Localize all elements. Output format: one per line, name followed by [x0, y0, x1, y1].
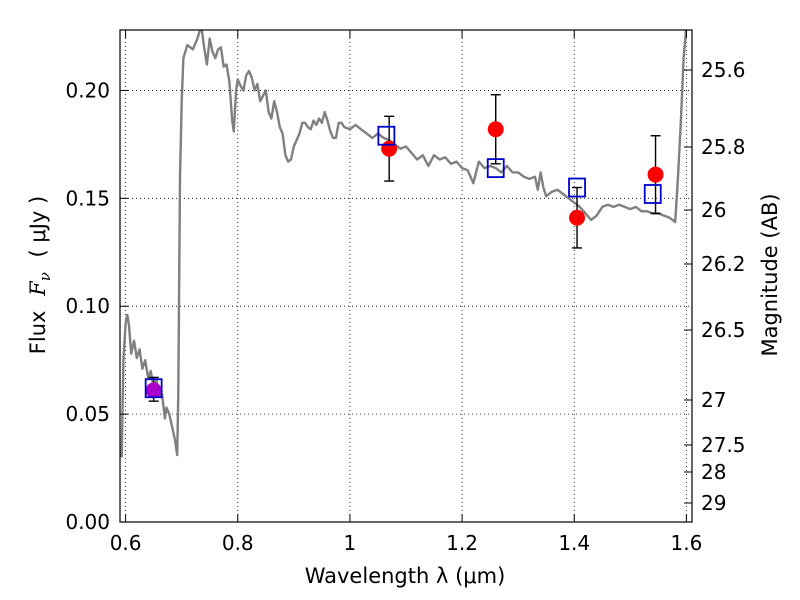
y2-tick-label: 28 [701, 460, 726, 484]
y2-axis-label: Magnitude (AB) [758, 193, 782, 356]
y2-tick-label: 25.6 [701, 58, 746, 82]
y2-tick-label: 29 [701, 491, 726, 515]
y2-tick-label: 26 [701, 198, 726, 222]
y2-tick-label: 26.5 [701, 318, 746, 342]
y2-tick-label: 27 [701, 388, 726, 412]
x-tick-label: 0.8 [222, 531, 254, 555]
error-bars [148, 94, 661, 402]
y-axis-label-prefix: Flux [26, 311, 50, 355]
x-tick-label: 1 [344, 531, 357, 555]
x-tick-label: 1.6 [670, 531, 702, 555]
data-point-circle [487, 121, 504, 138]
y-tick-label: 0.00 [65, 510, 110, 534]
data-markers [144, 121, 664, 399]
x-axis-ticks: 0.6 0.8 1 1.2 1.4 1.6 [110, 30, 702, 555]
data-point-circle [569, 209, 586, 226]
data-point-square [144, 378, 163, 399]
data-point-square [377, 125, 396, 146]
y-axis-ticks: 0.00 0.05 0.10 0.15 0.20 [65, 78, 128, 534]
x-tick-label: 1.2 [446, 531, 478, 555]
model-spectrum-line [120, 30, 688, 458]
data-point-square [643, 184, 662, 204]
y-axis-label-subscript: ν [36, 272, 54, 281]
x-tick-label: 0.6 [110, 531, 142, 555]
grid [120, 30, 692, 522]
y-tick-label: 0.20 [65, 78, 110, 102]
y-axis-label-symbol: F [26, 280, 50, 297]
y2-tick-label: 25.8 [701, 135, 746, 159]
data-point-square [568, 177, 586, 198]
y-axis-label-unit: ( μJy ) [26, 196, 50, 258]
data-point-square [486, 158, 505, 179]
y-tick-label: 0.10 [65, 294, 110, 318]
y-axis-label: Flux Fν ( μJy ) [26, 196, 55, 354]
x-tick-label: 1.4 [558, 531, 590, 555]
plot-frame [119, 29, 693, 523]
data-point-circle [647, 166, 664, 183]
x-axis-label: Wavelength λ (μm) [305, 564, 506, 588]
y2-tick-label: 27.5 [701, 433, 746, 457]
data-point-circle [145, 382, 162, 399]
y-tick-label: 0.15 [65, 186, 110, 210]
model-spectrum [120, 30, 688, 458]
y2-axis-ticks: 25.6 25.8 26 26.2 26.5 27 27.5 28 29 [684, 58, 746, 515]
y2-tick-label: 26.2 [701, 252, 746, 276]
y-tick-label: 0.05 [65, 402, 110, 426]
